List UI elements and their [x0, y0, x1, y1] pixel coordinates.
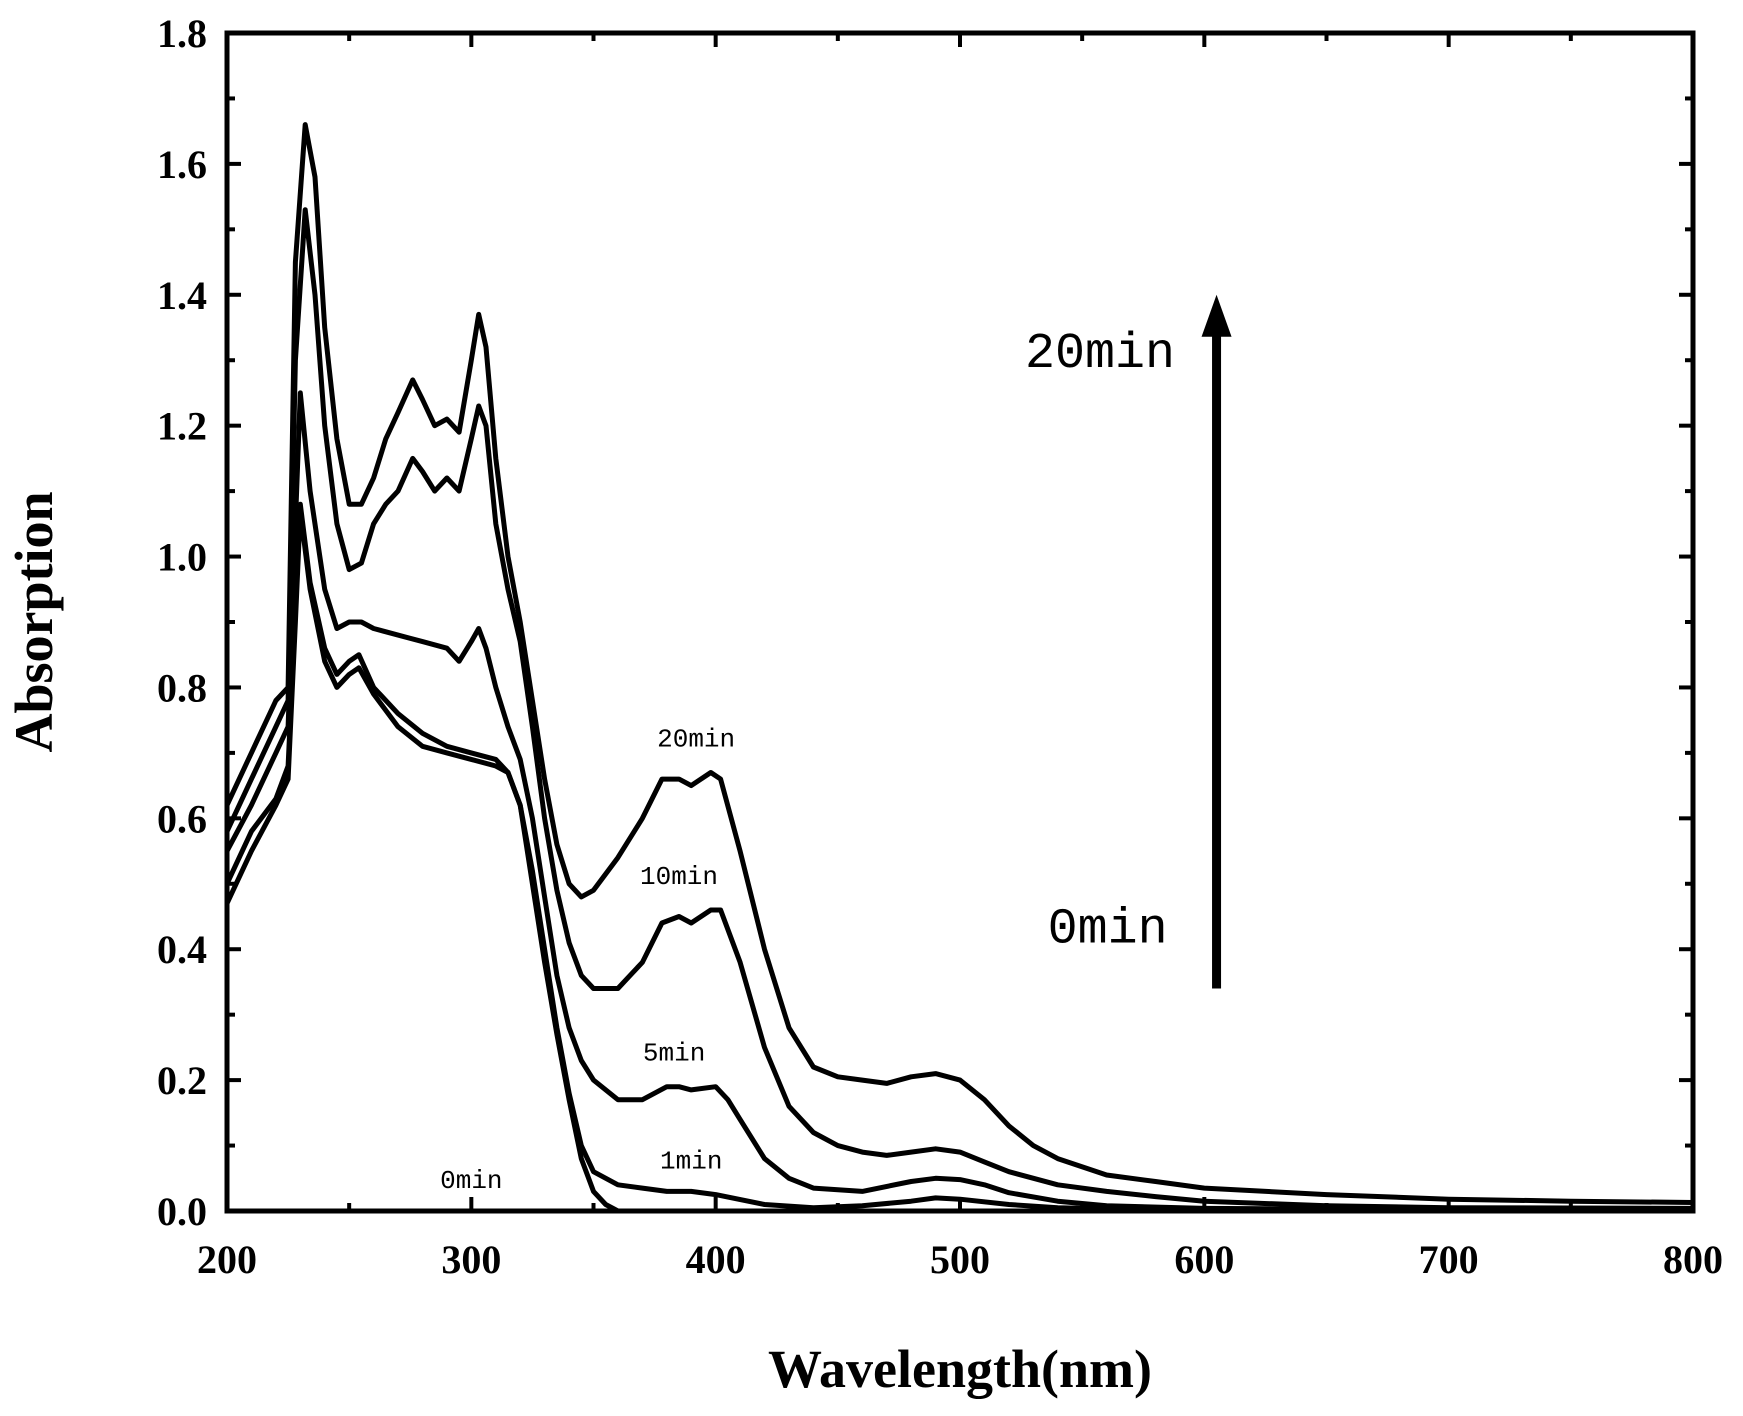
x-tick-label: 700 — [1419, 1237, 1479, 1282]
x-tick-label: 500 — [930, 1237, 990, 1282]
x-tick-label: 800 — [1663, 1237, 1723, 1282]
y-tick-label: 0.6 — [157, 796, 207, 841]
y-tick-label: 1.6 — [157, 142, 207, 187]
plot-frame — [224, 30, 1696, 1214]
y-tick-label: 0.0 — [157, 1189, 207, 1234]
y-tick-label: 0.8 — [157, 665, 207, 710]
curve-label-5min: 5min — [643, 1038, 705, 1068]
series-line-1min — [224, 501, 1696, 1214]
curve-label-1min: 1min — [660, 1146, 722, 1176]
series-line-10min — [224, 207, 1696, 1211]
y-tick-label: 0.4 — [157, 927, 207, 972]
x-axis-title: Wavelength(nm) — [768, 1339, 1152, 1399]
x-tick-label: 600 — [1174, 1237, 1234, 1282]
y-tick-label: 0.2 — [157, 1058, 207, 1103]
y-tick-label: 1.0 — [157, 535, 207, 580]
series-line-0min — [224, 508, 1696, 1214]
time-arrow-head — [1201, 294, 1232, 337]
x-tick-label: 400 — [686, 1237, 746, 1282]
arrow-start-label: 0min — [1048, 902, 1168, 959]
curve-label-0min: 0min — [440, 1166, 502, 1196]
y-tick-label: 1.8 — [157, 11, 207, 56]
y-tick-label: 1.4 — [157, 273, 207, 318]
curve-label-20min: 20min — [657, 724, 735, 754]
y-axis-title: Absorption — [4, 491, 64, 752]
curve-label-10min: 10min — [640, 862, 718, 892]
arrow-end-label: 20min — [1025, 326, 1175, 383]
y-tick-label: 1.2 — [157, 404, 207, 449]
x-tick-label: 200 — [197, 1237, 257, 1282]
series-line-20min — [224, 122, 1696, 1205]
x-tick-label: 300 — [441, 1237, 501, 1282]
series-line-5min — [224, 390, 1696, 1213]
